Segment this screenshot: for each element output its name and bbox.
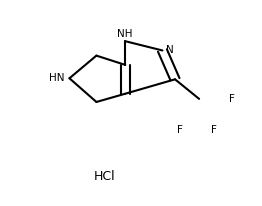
Text: F: F [177, 125, 183, 135]
Text: NH: NH [117, 29, 133, 39]
Text: HN: HN [50, 73, 65, 83]
Text: F: F [229, 94, 235, 104]
Text: N: N [166, 45, 174, 55]
Text: HCl: HCl [94, 170, 116, 183]
Text: F: F [211, 125, 217, 135]
